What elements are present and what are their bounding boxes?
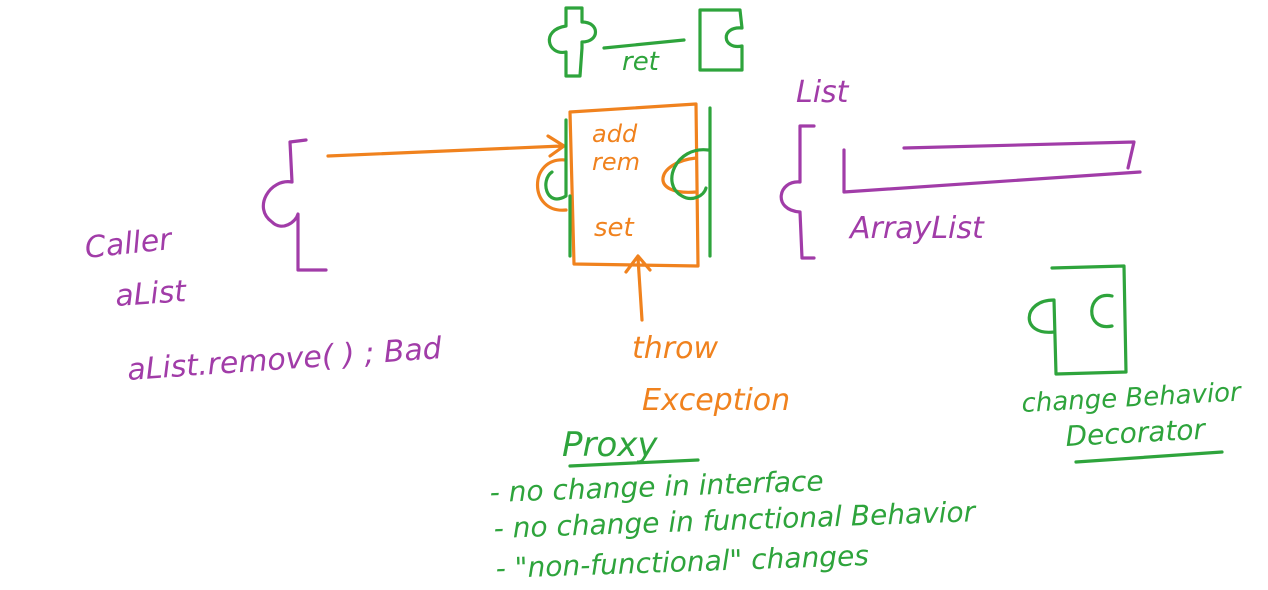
decorator-box bbox=[1027, 264, 1128, 376]
decorator-label: Decorator bbox=[1065, 413, 1208, 453]
left-client: Caller aList aList.remove( ) ; Bad bbox=[83, 138, 444, 388]
caller-label: Caller bbox=[83, 222, 175, 266]
arraylist-label: ArrayList bbox=[848, 211, 985, 246]
decorator: change Behavior Decorator bbox=[1021, 264, 1244, 464]
proxy-heading: Proxy bbox=[562, 425, 658, 465]
method-add: add bbox=[592, 120, 638, 148]
throw-exception: throw Exception bbox=[624, 254, 790, 418]
proxy-inner-left-bar bbox=[544, 118, 572, 258]
proxy-heading-underline bbox=[568, 458, 700, 468]
proxy-notes: Proxy - no change in interface - no chan… bbox=[489, 425, 977, 585]
arraylist-bar bbox=[842, 148, 1142, 194]
method-rem: rem bbox=[592, 148, 640, 176]
ret-label: ret bbox=[622, 47, 660, 77]
exception-label: Exception bbox=[642, 383, 790, 418]
top-right-connector bbox=[698, 8, 744, 72]
list-label: List bbox=[796, 75, 850, 110]
proxy-left-socket bbox=[535, 158, 568, 212]
caller-to-proxy-arrow bbox=[326, 134, 566, 158]
alist-label: aList bbox=[114, 274, 188, 314]
ret-underline bbox=[602, 38, 686, 50]
proxy-right-plug bbox=[661, 156, 698, 194]
top-interface: ret bbox=[547, 6, 744, 78]
list-top-line bbox=[902, 140, 1136, 170]
method-set: set bbox=[594, 213, 635, 243]
decorator-plug bbox=[1090, 293, 1114, 329]
left-client-bracket bbox=[261, 138, 328, 272]
throw-label: throw bbox=[632, 331, 718, 366]
top-left-connector bbox=[547, 6, 598, 78]
proxy-inner-right-bar bbox=[670, 106, 712, 258]
right-target-bracket bbox=[779, 124, 816, 260]
proxy-box-outline bbox=[568, 102, 700, 268]
change-behavior-label: change Behavior bbox=[1021, 377, 1244, 419]
right-target: List ArrayList bbox=[779, 75, 1142, 260]
proxy-note-3: - "non-functional" changes bbox=[495, 539, 869, 585]
proxy-box: add rem set bbox=[535, 102, 700, 268]
proxy-inner-green bbox=[544, 106, 712, 258]
throw-arrow bbox=[624, 254, 652, 322]
decorator-underline bbox=[1074, 450, 1224, 464]
call-text: aList.remove( ) ; Bad bbox=[126, 331, 444, 388]
